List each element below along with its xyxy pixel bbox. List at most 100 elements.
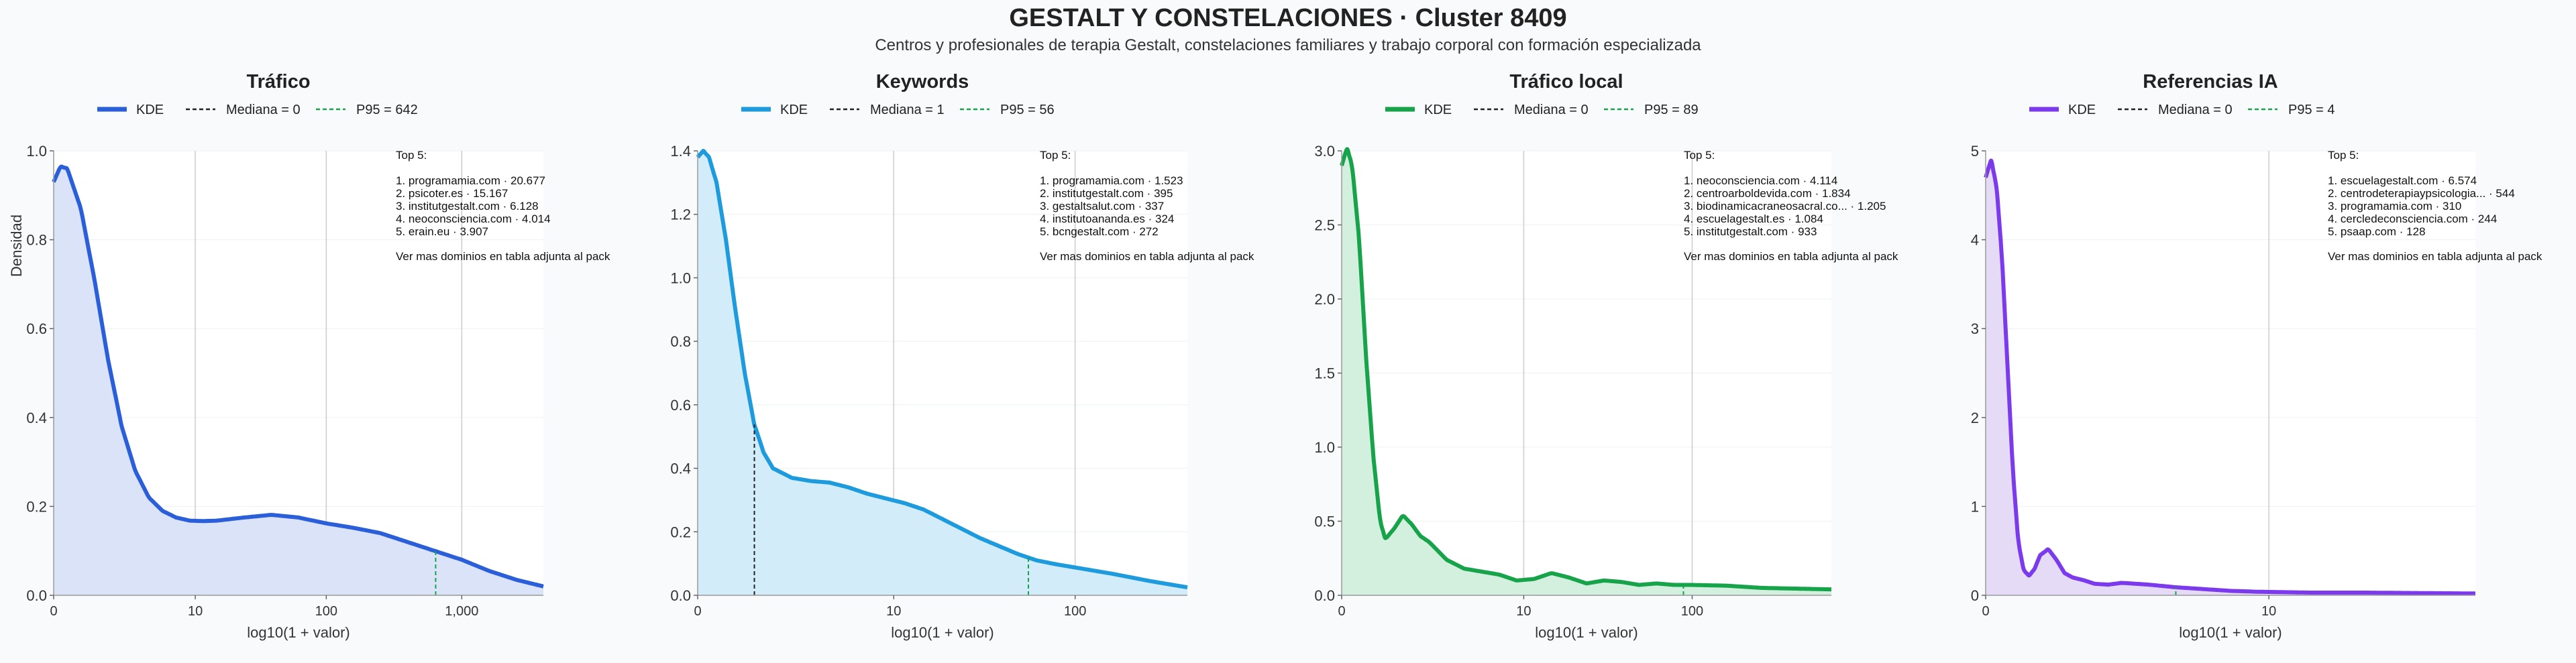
y-tick-label: 3.0 [1314, 143, 1335, 160]
y-tick-label: 0.0 [670, 587, 691, 604]
top5-item: 3. programamia.com · 310 [2328, 200, 2461, 213]
y-tick-label: 4 [1971, 232, 1979, 249]
y-tick-label: 0.4 [670, 461, 691, 477]
chart-panel-referencias-ia: 0 1 2 3 4 5 0 10 log10(1 + valor) Referencias IA K… [1971, 71, 2542, 641]
y-tick-label: 0.2 [670, 524, 691, 540]
top5-item: 3. gestaltsalut.com · 337 [1040, 200, 1164, 213]
x-tick-label: 1,000 [445, 604, 478, 619]
top5-item: 2. centrodeterapiaypsicologia... · 544 [2328, 187, 2515, 200]
y-tick-label: 0.4 [26, 410, 47, 426]
legend-kde-label: KDE [1424, 103, 1452, 117]
legend-median-label: Mediana = 0 [1514, 103, 1589, 117]
legend-median-label: Mediana = 0 [2158, 103, 2233, 117]
top5-item: 2. centroarboldevida.com · 1.834 [1684, 187, 1851, 200]
y-tick-label: 0.8 [670, 333, 691, 350]
y-tick-label: 2.0 [1314, 291, 1335, 308]
y-tick-label: 0.2 [26, 498, 47, 515]
top5-item: 2. psicoter.es · 15.167 [396, 187, 508, 200]
x-tick-label: 0 [694, 604, 701, 619]
kde-line [1984, 158, 2476, 596]
panel-title: Referencias IA [2143, 71, 2278, 93]
kde-line [696, 149, 1188, 590]
x-axis-label: log10(1 + valor) [891, 624, 994, 641]
top5-item: 3. institutgestalt.com · 6.128 [396, 200, 539, 213]
legend-median-label: Mediana = 0 [226, 103, 301, 117]
y-tick-label: 0.0 [26, 587, 47, 604]
kde-line [1340, 147, 1832, 592]
plot-background [1986, 151, 2475, 595]
y-axis-label: Densidad [8, 215, 25, 277]
y-tick-label: 0.0 [1314, 587, 1335, 604]
x-axis-label: log10(1 + valor) [2179, 624, 2282, 641]
x-tick-label: 100 [1064, 604, 1086, 619]
top5-heading: Top 5: [396, 149, 427, 162]
page-title: GESTALT Y CONSTELACIONES · Cluster 8409 [1009, 4, 1567, 32]
panel-title: Tráfico [246, 71, 310, 93]
kde-line [52, 164, 544, 589]
top5-heading: Top 5: [1040, 149, 1071, 162]
chart-panel-trafico-local: 0.0 0.5 1.0 1.5 2.0 2.5 3.0 0 10 100 log10(1 + val… [1314, 71, 1898, 641]
top5-item: 2. institutgestalt.com · 395 [1040, 187, 1173, 200]
top5-item: 5. institutgestalt.com · 933 [1684, 225, 1817, 238]
y-tick-label: 0 [1971, 587, 1979, 604]
top5-item: 1. programamia.com · 20.677 [396, 174, 545, 187]
kde-area [54, 166, 543, 595]
y-tick-label: 1.5 [1314, 365, 1335, 382]
y-tick-label: 1.0 [26, 143, 47, 160]
kde-area [1342, 149, 1831, 595]
x-tick-label: 100 [1681, 604, 1703, 619]
kde-area [698, 151, 1187, 595]
y-tick-label: 1.2 [670, 206, 691, 223]
top5-heading: Top 5: [1684, 149, 1715, 162]
legend-p95-label: P95 = 642 [356, 103, 418, 117]
legend-p95-label: P95 = 56 [1000, 103, 1055, 117]
x-tick-label: 0 [50, 604, 57, 619]
x-tick-label: 10 [1516, 604, 1531, 619]
y-tick-label: 1.0 [1314, 439, 1335, 456]
y-tick-label: 3 [1971, 320, 1979, 337]
x-axis-label: log10(1 + valor) [247, 624, 350, 641]
legend-p95-label: P95 = 4 [2288, 103, 2335, 117]
x-tick-label: 10 [2261, 604, 2276, 619]
top5-item: 1. programamia.com · 1.523 [1040, 174, 1183, 187]
y-tick-label: 1.0 [670, 269, 691, 286]
legend-median-label: Mediana = 1 [870, 103, 945, 117]
top5-item: 4. neoconsciencia.com · 4.014 [396, 213, 551, 225]
top5-footer: Ver mas dominios en tabla adjunta al pac… [1040, 250, 1254, 263]
top5-item: 1. escuelagestalt.com · 6.574 [2328, 174, 2477, 187]
panel-title: Tráfico local [1509, 71, 1623, 93]
x-tick-label: 0 [1338, 604, 1345, 619]
x-axis-label: log10(1 + valor) [1535, 624, 1638, 641]
top5-heading: Top 5: [2328, 149, 2359, 162]
x-tick-label: 100 [315, 604, 337, 619]
x-tick-label: 0 [1982, 604, 1989, 619]
y-tick-label: 0.5 [1314, 514, 1335, 530]
x-tick-label: 10 [886, 604, 901, 619]
y-tick-label: 0.6 [26, 320, 47, 337]
top5-footer: Ver mas dominios en tabla adjunta al pac… [1684, 250, 1898, 263]
legend-p95-label: P95 = 89 [1644, 103, 1699, 117]
legend-kde-label: KDE [2068, 103, 2096, 117]
y-tick-label: 5 [1971, 143, 1979, 160]
y-tick-label: 1.4 [670, 143, 691, 160]
top5-footer: Ver mas dominios en tabla adjunta al pac… [396, 250, 610, 263]
y-tick-label: 2 [1971, 410, 1979, 426]
chart-panel-trafico: 0.0 0.2 0.4 0.6 0.8 1.0 0 10 100 1,000 log10(1 + v… [8, 71, 610, 641]
top5-item: 5. erain.eu · 3.907 [396, 225, 488, 238]
legend-kde-label: KDE [136, 103, 164, 117]
y-tick-label: 1 [1971, 498, 1979, 515]
y-tick-label: 0.8 [26, 232, 47, 249]
top5-item: 5. psaap.com · 128 [2328, 225, 2426, 238]
top5-item: 4. institutoananda.es · 324 [1040, 213, 1174, 225]
panel-title: Keywords [876, 71, 969, 93]
top5-item: 4. escuelagestalt.es · 1.084 [1684, 213, 1823, 225]
top5-item: 3. biodinamicacraneosacral.co... · 1.205 [1684, 200, 1886, 213]
legend-kde-label: KDE [780, 103, 808, 117]
top5-item: 1. neoconsciencia.com · 4.114 [1684, 174, 1837, 187]
page-subtitle: Centros y profesionales de terapia Gesta… [875, 36, 1701, 54]
top5-item: 4. cercledeconsciencia.com · 244 [2328, 213, 2497, 225]
top5-item: 5. bcngestalt.com · 272 [1040, 225, 1159, 238]
y-tick-label: 2.5 [1314, 217, 1335, 234]
x-tick-label: 10 [188, 604, 203, 619]
chart-panel-keywords: 0.0 0.2 0.4 0.6 0.8 1.0 1.2 1.4 0 10 100 log10(1 + … [670, 71, 1254, 641]
